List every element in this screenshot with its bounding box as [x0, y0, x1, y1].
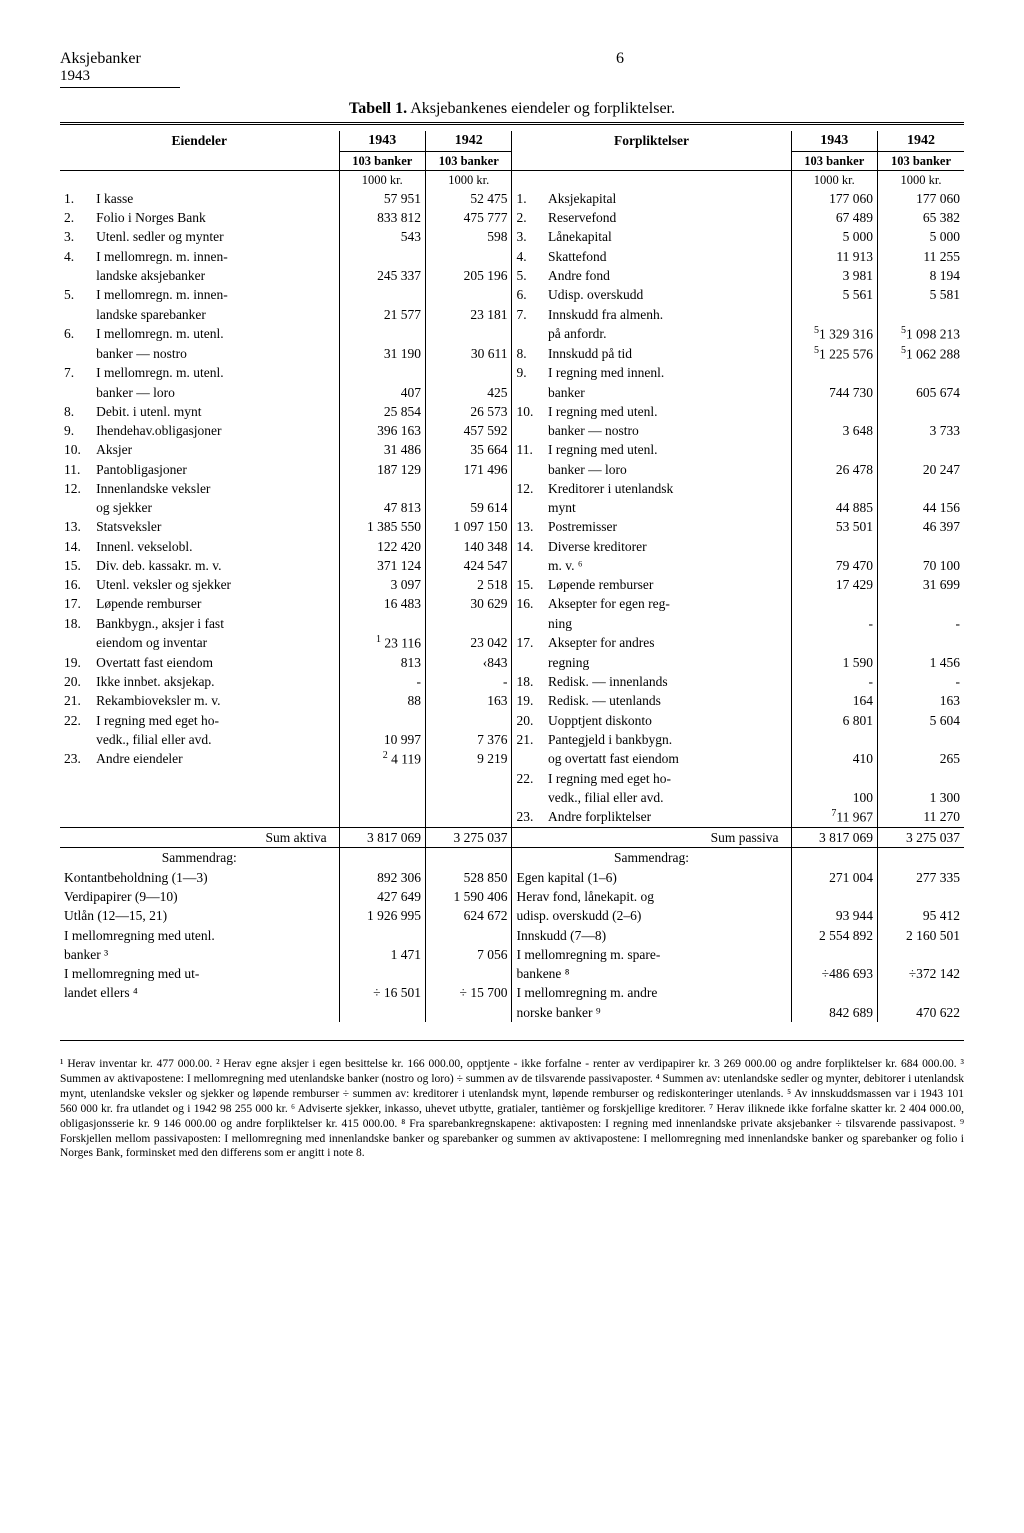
table-row: landske aksjebanker245 337205 1965.Andre…: [60, 266, 964, 285]
doc-title: Aksjebanker: [60, 50, 141, 68]
table-row: 19.Overtatt fast eiendom813‹843regning1 …: [60, 653, 964, 672]
unit-b2: 1000 kr.: [877, 170, 964, 189]
hdr-1942-a: 1942: [426, 131, 512, 151]
table-row: banker — nostro31 19030 6118.Innskudd på…: [60, 344, 964, 364]
sum-aktiva-43: 3 817 069: [339, 828, 425, 848]
hdr-1943-b: 1943: [791, 131, 877, 151]
summary-row: norske banker ⁹842 689470 622: [60, 1003, 964, 1022]
sum-aktiva-label: Sum aktiva: [60, 828, 339, 848]
hdr-banker-b2: 103 banker: [877, 151, 964, 170]
unit-a1: 1000 kr.: [339, 170, 425, 189]
table-row: 11.Pantobligasjoner187 129171 496banker …: [60, 460, 964, 479]
sum-passiva-43: 3 817 069: [791, 828, 877, 848]
table-row: 20.Ikke innbet. aksjekap.--18.Redisk. — …: [60, 672, 964, 691]
table-row: 5.I mellomregn. m. innen-6.Udisp. oversk…: [60, 285, 964, 304]
table-row: vedk., filial eller avd.10 9977 37621.Pa…: [60, 730, 964, 749]
hdr-1943-a: 1943: [339, 131, 425, 151]
hdr-eiendeler: Eiendeler: [60, 131, 339, 170]
summary-row: landet ellers ⁴÷ 16 501÷ 15 700I mellomr…: [60, 983, 964, 1002]
table-row: 23.Andre eiendeler2 4 1199 219og overtat…: [60, 749, 964, 769]
sum-aktiva-42: 3 275 037: [426, 828, 512, 848]
hdr-banker-a1: 103 banker: [339, 151, 425, 170]
unit-b1: 1000 kr.: [791, 170, 877, 189]
table-row: 18.Bankbygn., aksjer i fastning--: [60, 614, 964, 633]
sum-passiva-42: 3 275 037: [877, 828, 964, 848]
summary-row: Kontantbeholdning (1—3)892 306528 850Ege…: [60, 868, 964, 887]
table-row: 7.I mellomregn. m. utenl.9.I regning med…: [60, 363, 964, 382]
summary-row: I mellomregning med ut-bankene ⁸÷486 693…: [60, 964, 964, 983]
table-row: 1.I kasse57 95152 4751.Aksjekapital177 0…: [60, 189, 964, 208]
hdr-banker-a2: 103 banker: [426, 151, 512, 170]
page-number: 6: [616, 50, 624, 68]
table-row: 21.Rekambioveksler m. v.8816319.Redisk. …: [60, 691, 964, 710]
table-row: banker — loro407425banker744 730605 674: [60, 383, 964, 402]
table-row: 10.Aksjer31 48635 66411.I regning med ut…: [60, 440, 964, 459]
table-row: vedk., filial eller avd.1001 300: [60, 788, 964, 807]
table-row: 15.Div. deb. kassakr. m. v.371 124424 54…: [60, 556, 964, 575]
table-row: 9.Ihendehav.obligasjoner396 163457 592ba…: [60, 421, 964, 440]
doc-year: 1943: [60, 68, 141, 85]
table-row: 13.Statsveksler1 385 5501 097 15013.Post…: [60, 517, 964, 536]
table-row: 14.Innenl. vekselobl.122 420140 34814.Di…: [60, 537, 964, 556]
table-row: 12.Innenlandske veksler12.Kreditorer i u…: [60, 479, 964, 498]
table-row: 4.I mellomregn. m. innen-4.Skattefond11 …: [60, 247, 964, 266]
table-row: 3.Utenl. sedler og mynter5435983.Lånekap…: [60, 227, 964, 246]
footnotes: ¹ Herav inventar kr. 477 000.00. ² Herav…: [60, 1057, 964, 1162]
summary-row: I mellomregning med utenl.Innskudd (7—8)…: [60, 926, 964, 945]
table-row: 6.I mellomregn. m. utenl.på anfordr.51 3…: [60, 324, 964, 344]
hdr-forpliktelser: Forpliktelser: [512, 131, 791, 170]
table-row: eiendom og inventar1 23 11623 04217.Akse…: [60, 633, 964, 653]
table-row: 22.I regning med eget ho-: [60, 769, 964, 788]
table-row: 17.Løpende remburser16 48330 62916.Aksep…: [60, 594, 964, 613]
hdr-1942-b: 1942: [877, 131, 964, 151]
table-row: 8.Debit. i utenl. mynt25 85426 57310.I r…: [60, 402, 964, 421]
table-row: 22.I regning med eget ho-20.Uopptjent di…: [60, 711, 964, 730]
summary-row: Utlån (12—15, 21)1 926 995624 672udisp. …: [60, 906, 964, 925]
top-double-rule: [60, 122, 964, 125]
unit-a2: 1000 kr.: [426, 170, 512, 189]
footnote-rule: [60, 1040, 964, 1041]
sum-passiva-label: Sum passiva: [512, 828, 791, 848]
table-row: landske sparebanker21 57723 1817.Innskud…: [60, 305, 964, 324]
main-table: Eiendeler 1943 1942 Forpliktelser 1943 1…: [60, 131, 964, 1022]
header-underline: [60, 87, 180, 88]
table-title: Tabell 1. Aksjebankenes eiendeler og for…: [60, 100, 964, 118]
hdr-banker-b1: 103 banker: [791, 151, 877, 170]
table-row: og sjekker47 81359 614mynt44 88544 156: [60, 498, 964, 517]
table-title-rest: Aksjebankenes eiendeler og forpliktelser…: [410, 100, 675, 117]
table-row: 23.Andre forpliktelser711 96711 270: [60, 807, 964, 827]
summary-row: Verdipapirer (9—10)427 6491 590 406Herav…: [60, 887, 964, 906]
table-row: 2.Folio i Norges Bank833 812475 7772.Res…: [60, 208, 964, 227]
table-row: 16.Utenl. veksler og sjekker3 0972 51815…: [60, 575, 964, 594]
summary-row: banker ³1 4717 056I mellomregning m. spa…: [60, 945, 964, 964]
table-title-bold: Tabell 1.: [349, 100, 407, 117]
